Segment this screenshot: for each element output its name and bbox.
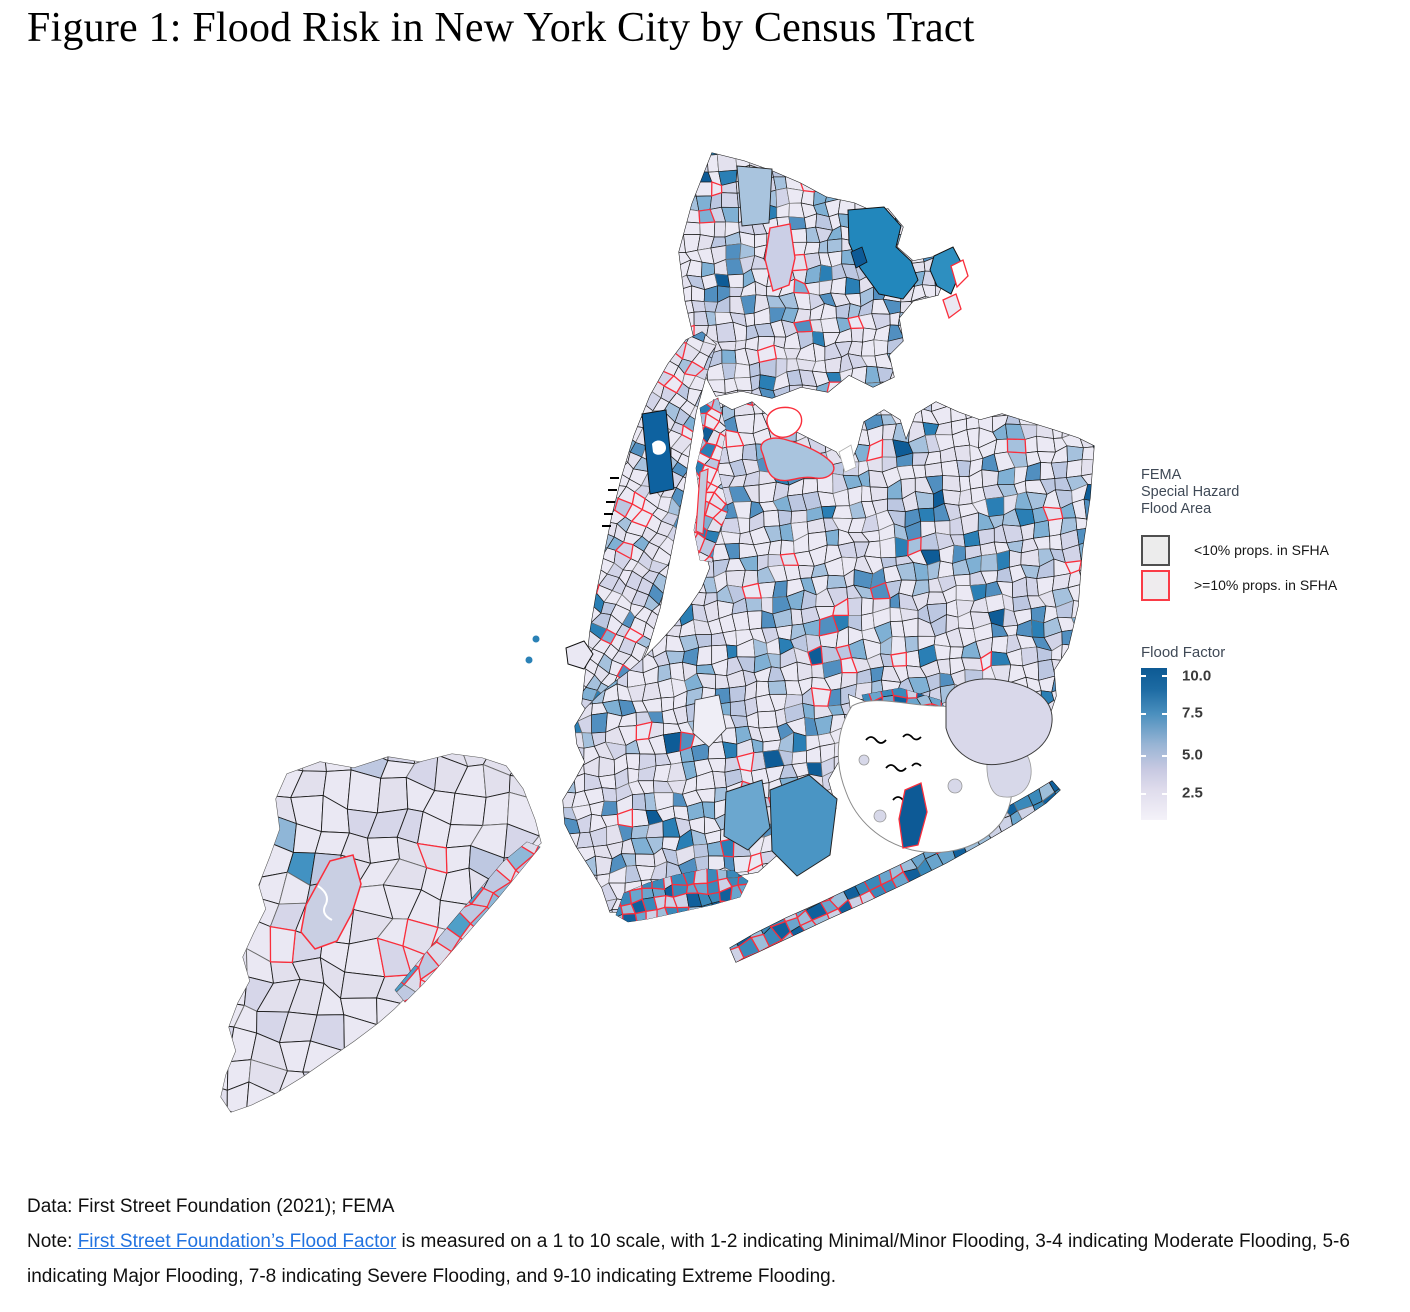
sfha-over10-label: >=10% props. in SFHA — [1194, 577, 1338, 593]
fema-legend-title-line1: FEMA — [1141, 467, 1182, 483]
data-source-line: Data: First Street Foundation (2021); FE… — [27, 1196, 395, 1217]
flood-factor-colorbar — [1141, 668, 1167, 820]
note-prefix: Note: — [27, 1231, 78, 1252]
flood-tick-10: 10.0 — [1182, 667, 1212, 685]
note-suffix: is measured on a 1 to 10 scale, with 1-2… — [27, 1231, 1350, 1287]
flood-tick-7-5: 7.5 — [1182, 704, 1203, 722]
flood-tick-2-5: 2.5 — [1182, 784, 1203, 802]
fema-legend-title-line2: Special Hazard — [1141, 484, 1240, 500]
sfha-under10-swatch — [1141, 534, 1170, 566]
fema-legend: FEMA Special Hazard Flood Area <10% prop… — [1141, 467, 1391, 605]
fema-legend-item-under10: <10% props. in SFHA — [1141, 534, 1391, 566]
flood-factor-legend: Flood Factor 10.0 7.5 5.0 2.5 — [1141, 644, 1361, 828]
fema-legend-title: FEMA Special Hazard Flood Area — [1141, 467, 1391, 518]
colorbar-tick-mark — [1162, 755, 1167, 757]
fema-legend-title-line3: Flood Area — [1141, 501, 1212, 517]
fema-legend-item-over10: >=10% props. in SFHA — [1141, 569, 1391, 601]
colorbar-tick-mark — [1141, 675, 1146, 677]
flood-factor-link[interactable]: First Street Foundation’s Flood Factor — [77, 1231, 397, 1252]
figure-footnotes: Data: First Street Foundation (2021); FE… — [27, 1189, 1397, 1294]
colorbar-tick-mark — [1162, 713, 1167, 715]
note-line: Note: First Street Foundation’s Flood Fa… — [27, 1224, 1397, 1294]
flood-factor-legend-title: Flood Factor — [1141, 644, 1226, 661]
colorbar-tick-mark — [1141, 755, 1146, 757]
colorbar-tick-mark — [1162, 675, 1167, 677]
sfha-over10-swatch — [1141, 569, 1170, 601]
colorbar-tick-mark — [1141, 713, 1146, 715]
sfha-under10-label: <10% props. in SFHA — [1194, 542, 1330, 558]
colorbar-tick-mark — [1141, 793, 1146, 795]
figure-title: Figure 1: Flood Risk in New York City by… — [27, 5, 975, 51]
flood-tick-5: 5.0 — [1182, 746, 1203, 764]
colorbar-tick-mark — [1162, 793, 1167, 795]
map-features — [300, 165, 1053, 950]
